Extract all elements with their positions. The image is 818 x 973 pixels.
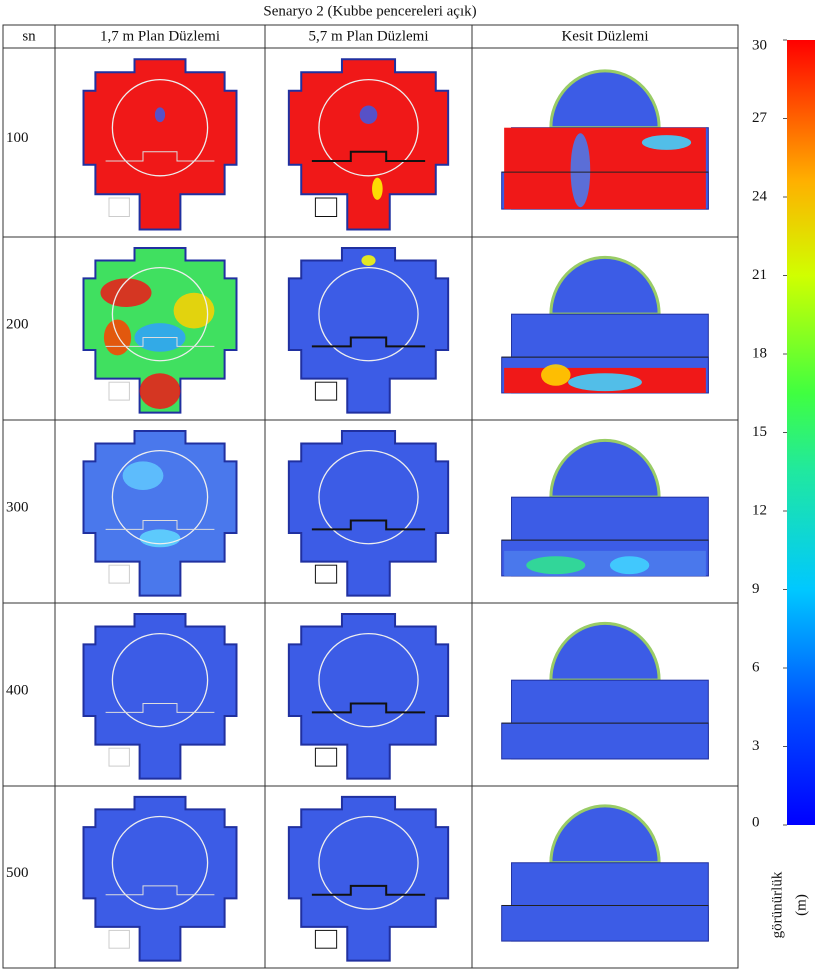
plan-floor: [289, 431, 448, 596]
smoke-region: [568, 373, 642, 391]
dome: [551, 257, 659, 314]
smoke-region: [526, 556, 585, 574]
stair: [315, 930, 336, 948]
plan-floor: [289, 248, 448, 413]
smoke-region: [372, 178, 383, 200]
section-image: [502, 623, 709, 759]
column-header: 5,7 m Plan Düzlemi: [309, 28, 429, 44]
plan-floor: [84, 797, 237, 961]
section-image: [502, 806, 709, 941]
column-header: sn: [22, 28, 36, 44]
plan-image: [84, 431, 237, 596]
smoke-region: [123, 461, 164, 490]
plan-floor: [289, 59, 448, 229]
stair: [109, 930, 129, 948]
smoke-region: [571, 133, 591, 207]
dome: [551, 623, 659, 680]
smoke-region: [541, 364, 571, 385]
colorbar-tick-label: 30: [752, 37, 767, 53]
plan-floor: [84, 431, 237, 596]
simulation-images: [84, 59, 709, 960]
stair: [109, 198, 129, 217]
smoke-region: [101, 278, 152, 307]
column-header: 1,7 m Plan Düzlemi: [100, 28, 220, 44]
row-label: 500: [6, 865, 29, 881]
plan-image: [84, 59, 237, 229]
smoke-region: [610, 556, 649, 574]
plan-floor: [84, 614, 237, 779]
colorbar-tick-label: 18: [752, 345, 767, 361]
row-label: 200: [6, 316, 29, 332]
colorbar-tick-label: 3: [752, 738, 760, 754]
plan-floor: [84, 59, 237, 229]
plan-image: [289, 614, 448, 779]
colorbar-tick-label: 9: [752, 581, 760, 597]
colorbar-tick-label: 21: [752, 267, 767, 283]
plan-image: [84, 614, 237, 779]
smoke-region: [174, 293, 215, 329]
stair: [315, 748, 336, 766]
row-label: 400: [6, 682, 29, 698]
colorbar-tick-label: 24: [752, 188, 768, 204]
smoke-region: [360, 106, 378, 125]
colorbar-unit: (m): [793, 894, 809, 916]
stair: [315, 565, 336, 583]
plan-image: [289, 797, 448, 961]
stair: [109, 748, 129, 766]
colorbar-tick-label: 0: [752, 814, 760, 830]
colorbar-tick-label: 15: [752, 424, 767, 440]
smoke-region: [140, 529, 181, 547]
colorbar: [787, 40, 815, 825]
plan-image: [84, 248, 237, 413]
section-image: [502, 71, 709, 209]
row-label: 300: [6, 499, 29, 515]
colorbar-label: görünürlük: [769, 871, 785, 938]
stair: [109, 382, 129, 400]
plan-floor: [289, 797, 448, 961]
stair: [315, 382, 336, 400]
section-image: [502, 257, 709, 393]
colorbar-tick-label: 6: [752, 659, 760, 675]
plan-image: [289, 248, 448, 413]
column-header: Kesit Düzlemi: [561, 28, 648, 44]
figure: Senaryo 2 (Kubbe pencereleri açık) sn 1,7…: [0, 0, 818, 973]
plan-image: [289, 59, 448, 229]
section-lower: [502, 905, 709, 941]
stair: [109, 565, 129, 583]
figure-title: Senaryo 2 (Kubbe pencereleri açık): [263, 3, 476, 19]
smoke-region: [642, 135, 691, 150]
section-lower: [502, 723, 709, 759]
row-label: 100: [6, 130, 29, 146]
colorbar-tick-label: 12: [752, 502, 767, 518]
smoke-region: [155, 107, 165, 122]
section-image: [502, 440, 709, 576]
smoke-region: [361, 255, 375, 266]
stair: [315, 198, 336, 217]
dome: [551, 440, 659, 497]
colorbar-tick-label: 27: [752, 110, 768, 126]
dome: [551, 806, 659, 863]
plan-floor: [289, 614, 448, 779]
plan-image: [289, 431, 448, 596]
dome: [551, 71, 659, 128]
plan-image: [84, 797, 237, 961]
smoke-region: [104, 320, 131, 356]
smoke-region: [140, 373, 181, 409]
